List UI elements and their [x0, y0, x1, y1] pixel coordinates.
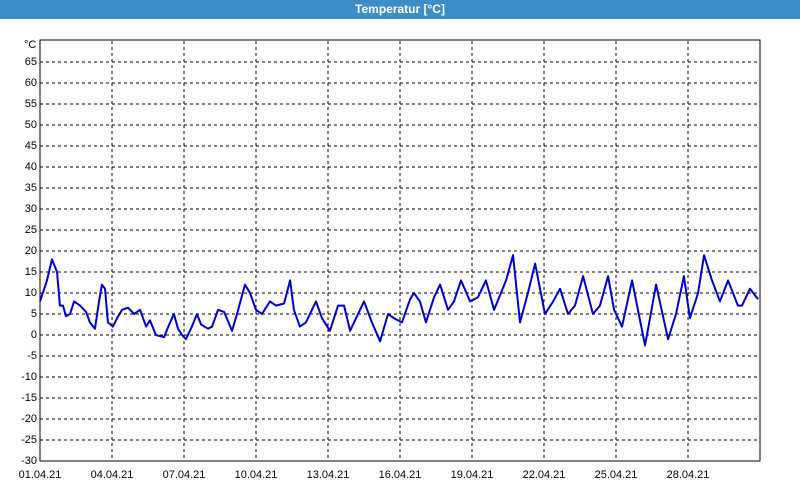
x-tick-label: 13.04.21 [307, 469, 350, 481]
y-tick-label: 35 [25, 182, 37, 194]
y-axis-unit: °C [24, 39, 36, 51]
y-tick-label: -5 [27, 350, 37, 362]
y-tick-label: 45 [25, 140, 37, 152]
y-tick-label: 15 [25, 266, 37, 278]
y-tick-label: 65 [25, 56, 37, 68]
y-tick-label: 20 [25, 245, 37, 257]
y-tick-label: 5 [31, 308, 37, 320]
y-tick-label: 40 [25, 161, 37, 173]
y-tick-label: 30 [25, 203, 37, 215]
y-tick-label: 50 [25, 119, 37, 131]
y-tick-label: -10 [21, 371, 37, 383]
y-tick-label: 10 [25, 287, 37, 299]
temperature-line [39, 254, 759, 347]
title-bar: Temperatur [°C] [0, 0, 800, 19]
x-tick-label: 28.04.21 [667, 469, 710, 481]
x-tick-label: 04.04.21 [91, 469, 134, 481]
y-tick-label: 0 [31, 329, 37, 341]
y-tick-label: 60 [25, 77, 37, 89]
plot-frame [39, 39, 761, 462]
y-tick-label: -20 [21, 413, 37, 425]
y-tick-label: 55 [25, 98, 37, 110]
y-tick-label: 25 [25, 224, 37, 236]
x-tick-label: 25.04.21 [595, 469, 638, 481]
x-tick-label: 07.04.21 [163, 469, 206, 481]
x-tick-label: 01.04.21 [19, 469, 62, 481]
x-tick-label: 16.04.21 [379, 469, 422, 481]
y-tick-label: -25 [21, 434, 37, 446]
x-tick-label: 19.04.21 [451, 469, 494, 481]
y-tick-label: -30 [21, 455, 37, 467]
y-tick-label: -15 [21, 392, 37, 404]
x-tick-label: 10.04.21 [235, 469, 278, 481]
x-tick-label: 22.04.21 [523, 469, 566, 481]
